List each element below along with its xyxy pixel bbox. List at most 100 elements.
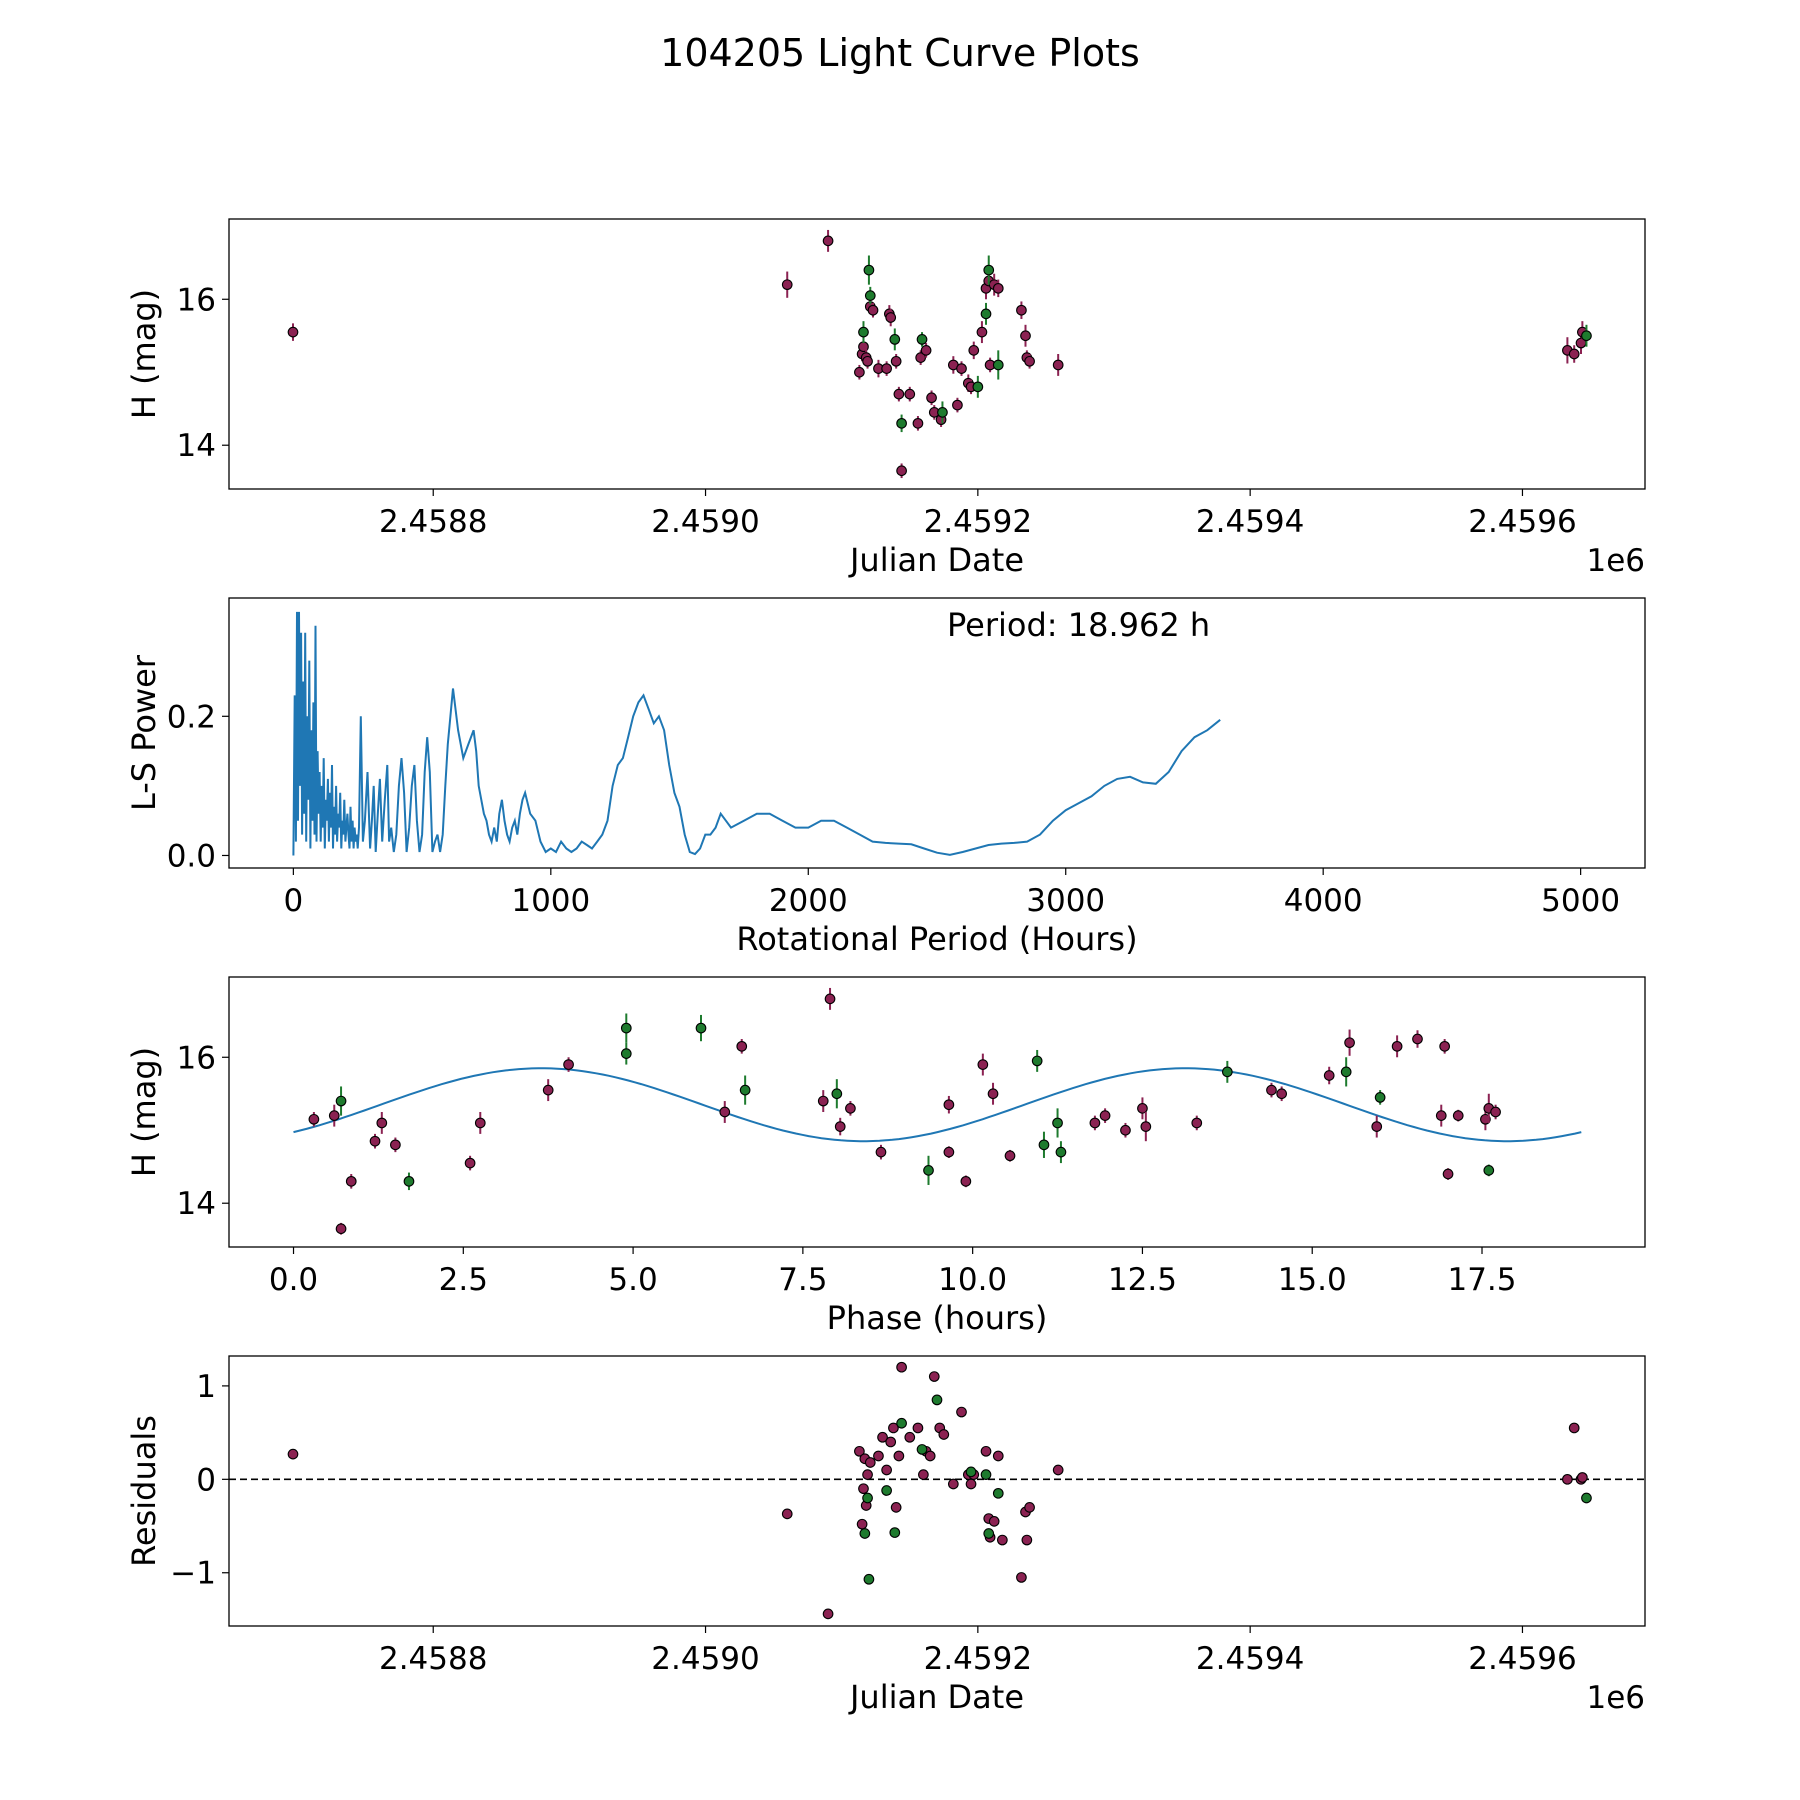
data-point-green (1038, 1139, 1050, 1151)
data-point-green (931, 1394, 943, 1406)
x-tick-label: 5.0 (608, 1262, 657, 1298)
data-point-magenta (920, 345, 932, 356)
x-tick-label: 5000 (1541, 883, 1620, 919)
data-point-magenta (1439, 1040, 1451, 1052)
data-point-magenta (885, 1436, 897, 1448)
data-point-magenta (976, 326, 988, 338)
data-point-magenta (862, 1469, 873, 1481)
data-point-green (1052, 1117, 1063, 1129)
data-point-magenta (912, 417, 924, 429)
data-point-magenta (947, 1478, 959, 1490)
data-point-magenta (854, 1445, 865, 1457)
data-point-green (620, 1048, 632, 1059)
data-point-magenta (1452, 1110, 1464, 1121)
data-point-green (335, 1095, 347, 1107)
data-point-magenta (1266, 1084, 1277, 1096)
data-point-magenta (896, 1361, 907, 1373)
x-tick-label: 10.0 (938, 1262, 1007, 1298)
data-point-magenta (1442, 1168, 1454, 1180)
data-point-magenta (736, 1040, 748, 1052)
plot-area-lightcurve (287, 229, 1592, 479)
data-point-magenta (885, 312, 897, 323)
data-point-magenta (1004, 1150, 1016, 1162)
x-axis-label: Phase (hours) (827, 1299, 1048, 1337)
y-tick-label: 0.0 (167, 838, 216, 874)
data-point-magenta (474, 1117, 486, 1129)
axes-frame (228, 976, 1646, 1248)
data-point-magenta (928, 1371, 940, 1382)
y-tick-label: 16 (177, 1040, 216, 1076)
x-tick-label: 2.4590 (651, 504, 759, 540)
data-point-magenta (938, 1429, 950, 1440)
panel-periodogram: 0 1000 2000 3000 4000 5000 0.0 0.2 Rotational Pe… (125, 597, 1646, 958)
panel-phased: 0.0 2.5 5.0 7.5 10.0 12.5 15.0 17.5 14 16 Phase (h… (125, 976, 1646, 1337)
y-axis-label: H (mag) (125, 289, 163, 419)
data-point-magenta (1391, 1040, 1403, 1052)
data-point-magenta (335, 1223, 347, 1235)
data-point-magenta (464, 1157, 476, 1169)
data-point-magenta (1344, 1037, 1355, 1049)
data-point-magenta (988, 1516, 1000, 1527)
x-tick-label: 2.4594 (1196, 1641, 1304, 1677)
x-tick-label: 2.4592 (924, 504, 1032, 540)
x-tick-label: 0 (283, 883, 303, 919)
data-point-green (863, 1573, 875, 1585)
data-point-magenta (977, 1059, 989, 1070)
data-point-green (992, 1487, 1004, 1499)
axes-frame (228, 218, 1646, 490)
y-tick-label: −1 (170, 1556, 216, 1592)
x-tick-label: 2.4588 (379, 504, 487, 540)
data-point-magenta (912, 1422, 924, 1434)
data-point-green (1581, 1492, 1592, 1504)
data-point-green (864, 290, 876, 301)
data-point-magenta (1021, 1534, 1033, 1546)
data-point-green (881, 1485, 892, 1496)
axes-frame (228, 597, 1646, 869)
data-point-green (862, 1492, 873, 1504)
x-axis-label: Julian Date (848, 541, 1024, 579)
data-point-magenta (781, 1508, 793, 1520)
figure-title: 104205 Light Curve Plots (660, 31, 1140, 75)
data-point-magenta (1024, 1501, 1035, 1513)
x-tick-label: 2.5 (439, 1262, 488, 1298)
x-offset-label: 1e6 (1586, 543, 1645, 579)
x-tick-label: 12.5 (1108, 1262, 1177, 1298)
data-point-magenta (1490, 1106, 1501, 1118)
data-point-magenta (287, 1448, 299, 1460)
data-point-green (896, 1417, 907, 1429)
data-point-magenta (1052, 359, 1064, 371)
data-point-magenta (1577, 1472, 1588, 1483)
data-point-green (831, 1088, 843, 1100)
x-tick-label: 15.0 (1278, 1262, 1347, 1298)
data-point-magenta (1137, 1103, 1148, 1114)
data-point-magenta (345, 1175, 357, 1187)
panel-residuals: 2.4588 2.4590 2.4592 2.4594 2.4596 1 0 −1 Julian… (125, 1355, 1646, 1716)
data-point-green (889, 334, 901, 345)
data-point-green (889, 1527, 901, 1538)
data-point-magenta (881, 363, 892, 374)
data-point-magenta (980, 1445, 992, 1457)
data-point-magenta (896, 465, 907, 477)
data-point-magenta (287, 326, 299, 338)
data-point-magenta (888, 1422, 899, 1434)
data-point-green (980, 1469, 992, 1481)
data-point-magenta (1024, 355, 1035, 367)
data-point-magenta (824, 993, 836, 1005)
x-tick-label: 3000 (1026, 883, 1105, 919)
data-point-magenta (719, 1106, 731, 1118)
data-point-magenta (926, 392, 937, 404)
data-point-green (1031, 1055, 1043, 1067)
data-point-magenta (822, 235, 834, 247)
data-point-magenta (858, 1483, 869, 1495)
y-axis-label: Residuals (125, 1415, 163, 1567)
periodogram-line (292, 611, 1221, 856)
axes-frame (228, 1355, 1646, 1627)
data-point-magenta (965, 1478, 977, 1490)
data-point-magenta (1323, 1070, 1335, 1081)
data-point-green (916, 334, 928, 345)
data-point-magenta (308, 1113, 320, 1125)
data-point-magenta (890, 355, 902, 367)
data-point-magenta (369, 1135, 381, 1147)
data-point-green (695, 1022, 707, 1034)
x-tick-label: 2.4594 (1196, 504, 1304, 540)
